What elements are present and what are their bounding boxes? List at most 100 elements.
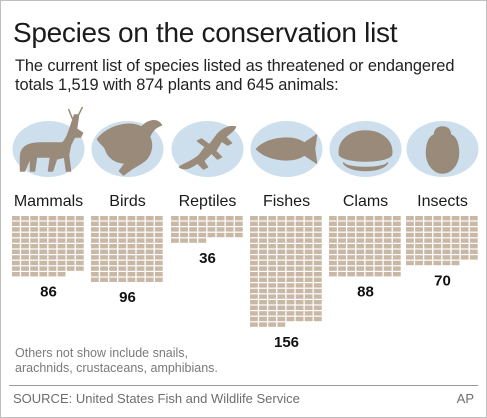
species-unit: [356, 238, 365, 243]
species-unit: [268, 322, 277, 327]
species-unit: [250, 277, 258, 282]
species-unit: [57, 221, 66, 226]
species-unit: [57, 272, 66, 277]
species-unit: [304, 305, 313, 310]
species-unit: [48, 227, 57, 232]
species-unit: [57, 266, 66, 271]
species-unit: [21, 272, 29, 277]
species-unit: [442, 244, 451, 249]
species-unit: [406, 227, 414, 232]
species-unit: [180, 238, 188, 243]
species-unit: [21, 260, 29, 266]
species-unit: [338, 249, 346, 254]
species-unit: [57, 244, 66, 249]
species-unit: [286, 294, 295, 299]
species-unit: [250, 288, 258, 294]
species-unit: [259, 277, 267, 282]
species-unit: [392, 260, 401, 266]
species-unit: [460, 238, 469, 243]
species-unit: [392, 249, 401, 254]
species-unit: [383, 216, 392, 221]
beetle-icon: [425, 126, 460, 174]
species-unit: [136, 277, 145, 282]
species-unit: [109, 216, 118, 221]
species-unit: [329, 221, 337, 226]
species-unit: [338, 232, 346, 238]
species-unit: [234, 232, 243, 238]
species-unit: [329, 272, 337, 277]
species-unit: [313, 227, 322, 232]
species-unit: [250, 244, 258, 249]
species-unit: [250, 266, 258, 271]
deer-silhouette: [19, 106, 84, 172]
species-unit: [295, 288, 304, 294]
species-unit: [145, 266, 154, 271]
species-unit: [39, 227, 48, 232]
species-unit: [66, 216, 75, 221]
species-unit: [347, 266, 356, 271]
species-unit: [109, 227, 118, 232]
species-unit: [75, 221, 84, 226]
species-unit: [259, 288, 267, 294]
species-unit: [259, 216, 267, 221]
species-unit: [469, 221, 478, 226]
species-unit: [66, 266, 75, 271]
species-unit: [383, 255, 392, 260]
species-unit: [347, 232, 356, 238]
species-unit: [268, 272, 277, 277]
species-unit: [374, 272, 383, 277]
species-unit: [127, 277, 136, 282]
species-unit: [304, 232, 313, 238]
species-unit: [66, 255, 75, 260]
species-unit: [250, 255, 258, 260]
species-unit: [286, 216, 295, 221]
species-unit: [277, 249, 286, 254]
species-unit: [277, 311, 286, 316]
species-unit: [91, 249, 99, 254]
species-unit: [234, 221, 243, 226]
value-label: 86: [40, 284, 57, 301]
species-unit: [268, 316, 277, 322]
species-unit: [109, 238, 118, 243]
species-unit: [91, 255, 99, 260]
category-label: Fishes: [263, 193, 310, 210]
species-unit: [91, 227, 99, 232]
species-unit: [383, 249, 392, 254]
species-unit: [100, 221, 108, 226]
species-unit: [374, 227, 383, 232]
species-unit: [392, 227, 401, 232]
beetle-silhouette: [425, 126, 460, 174]
species-unit: [30, 216, 39, 221]
species-unit: [259, 322, 267, 327]
species-unit: [286, 272, 295, 277]
species-unit: [154, 249, 163, 254]
species-unit: [469, 216, 478, 221]
species-unit: [295, 316, 304, 322]
species-unit: [39, 249, 48, 254]
species-unit: [118, 260, 127, 266]
species-unit: [329, 266, 337, 271]
category-label: Reptiles: [179, 193, 237, 210]
species-unit: [198, 227, 207, 232]
species-unit: [304, 266, 313, 271]
species-unit: [12, 221, 20, 226]
species-unit: [12, 227, 20, 232]
species-unit: [250, 216, 258, 221]
species-unit: [154, 232, 163, 238]
species-unit: [250, 249, 258, 254]
species-unit: [365, 266, 374, 271]
species-unit: [392, 232, 401, 238]
species-unit: [304, 277, 313, 282]
species-unit: [433, 255, 442, 260]
species-unit: [250, 221, 258, 226]
species-unit: [145, 216, 154, 221]
species-unit: [268, 305, 277, 310]
species-unit: [313, 255, 322, 260]
species-unit: [313, 216, 322, 221]
species-unit: [189, 238, 198, 243]
species-unit: [356, 221, 365, 226]
species-unit: [347, 255, 356, 260]
species-unit: [154, 216, 163, 221]
species-unit: [259, 311, 267, 316]
species-unit: [91, 277, 99, 282]
